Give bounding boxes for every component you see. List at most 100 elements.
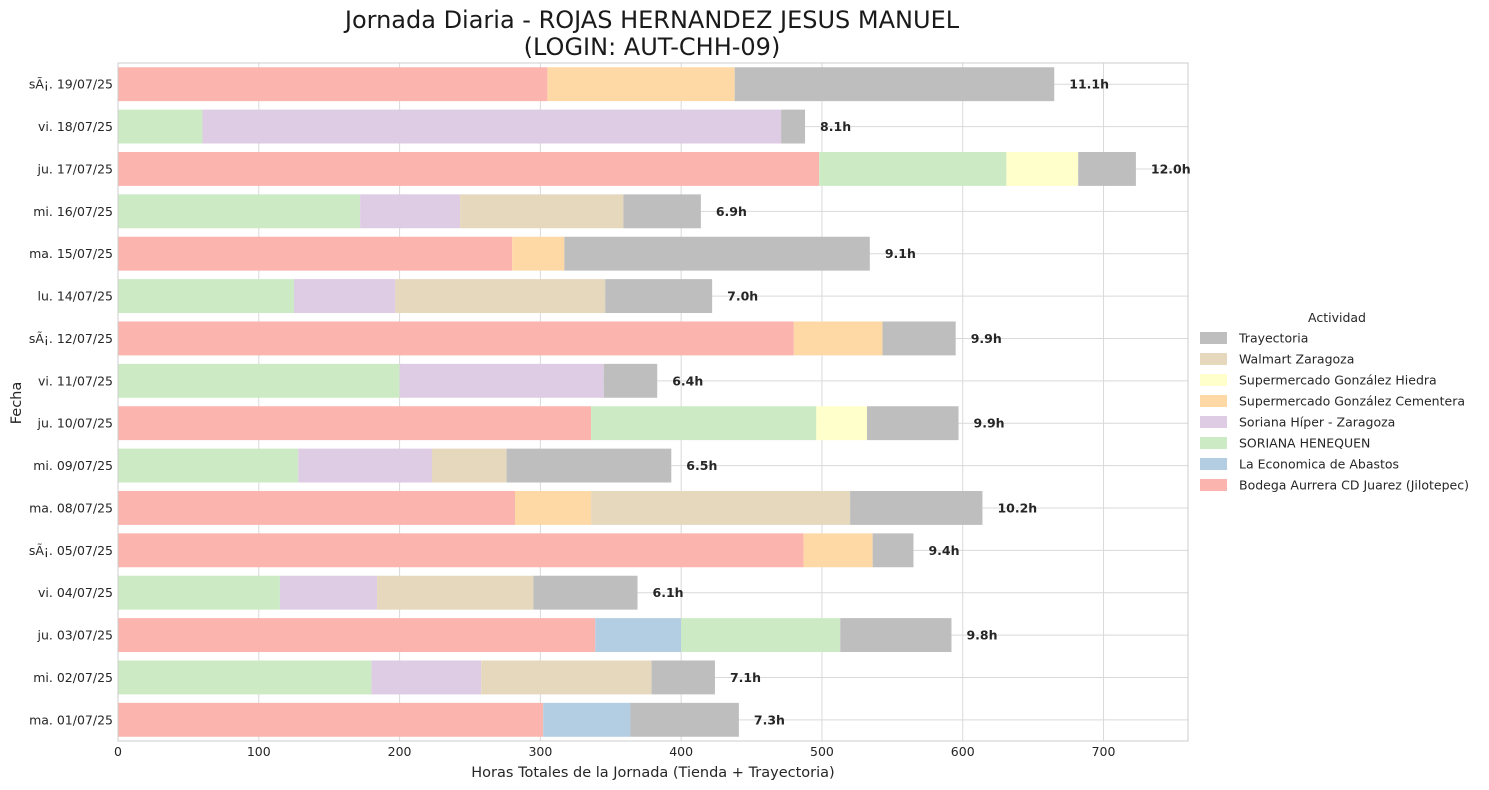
bar-segment — [533, 575, 638, 610]
legend-label: La Economica de Abastos — [1239, 457, 1399, 472]
y-tick-label: mi. 16/07/25 — [33, 204, 113, 219]
y-tick-label: vi. 04/07/25 — [38, 585, 113, 600]
bar-segment — [630, 702, 739, 737]
total-label: 12.0h — [1151, 161, 1191, 176]
bar-segment — [293, 279, 396, 314]
bar-segment — [118, 67, 548, 102]
y-tick-label: ma. 01/07/25 — [29, 712, 113, 727]
bar-segment — [279, 575, 378, 610]
legend-title: Actividad — [1308, 310, 1366, 325]
legend-swatch — [1200, 395, 1227, 407]
total-label: 11.1h — [1069, 77, 1109, 92]
bar-segment — [118, 660, 372, 695]
bar-segment — [595, 618, 682, 653]
total-label: 7.0h — [727, 289, 758, 304]
bar-segment — [591, 406, 817, 441]
x-tick-label: 100 — [247, 744, 271, 759]
bar-segment — [431, 448, 507, 483]
bar-segment — [118, 151, 820, 186]
legend-label: Soriana Híper - Zaragoza — [1239, 415, 1395, 430]
bar-segment — [118, 194, 361, 229]
legend-label: Supermercado González Hiedra — [1239, 373, 1437, 388]
bar-segment — [118, 448, 299, 483]
legend-swatch — [1200, 479, 1227, 491]
y-tick-label: mi. 09/07/25 — [33, 458, 113, 473]
legend-label: Supermercado González Cementera — [1239, 394, 1465, 409]
bar-segment — [118, 236, 513, 271]
bar-segment — [803, 533, 873, 568]
x-axis-ticks: 0 100 200 300 400 500 600 700 — [114, 744, 1115, 759]
legend-swatch — [1200, 437, 1227, 449]
bar-segment — [867, 406, 959, 441]
x-axis-label: Horas Totales de la Jornada (Tienda + Tr… — [471, 765, 834, 781]
bar-segment — [202, 109, 782, 144]
legend: Actividad Trayectoria Walmart Zaragoza Sup… — [1200, 310, 1469, 493]
bar-segment — [118, 321, 794, 356]
y-tick-label: mi. 02/07/25 — [33, 670, 113, 685]
legend-swatch — [1200, 374, 1227, 386]
y-tick-label: ma. 15/07/25 — [29, 246, 113, 261]
bar-segment — [515, 490, 592, 525]
total-label: 7.1h — [730, 670, 761, 685]
legend-swatch — [1200, 416, 1227, 428]
y-tick-label: ju. 10/07/25 — [37, 416, 113, 431]
bar-segment — [118, 533, 804, 568]
x-tick-label: 500 — [810, 744, 834, 759]
legend-label: SORIANA HENEQUEN — [1239, 436, 1370, 451]
bar-segment — [651, 660, 715, 695]
total-label: 9.4h — [928, 543, 959, 558]
bar-segment — [793, 321, 883, 356]
x-tick-label: 300 — [528, 744, 552, 759]
total-label: 9.8h — [966, 628, 997, 643]
legend-swatch — [1200, 458, 1227, 470]
bar-segment — [298, 448, 432, 483]
bar-segment — [734, 67, 1055, 102]
x-tick-label: 400 — [669, 744, 693, 759]
bar-segment — [1006, 151, 1079, 186]
bar-segment — [547, 67, 735, 102]
total-label: 8.1h — [820, 119, 851, 134]
bar-segment — [840, 618, 952, 653]
bar-segment — [118, 363, 400, 398]
bar-segment — [681, 618, 841, 653]
y-tick-label: ju. 03/07/25 — [37, 628, 113, 643]
plot-frame — [117, 62, 1189, 742]
bar-segment — [781, 109, 806, 144]
bar-segment — [819, 151, 1007, 186]
bar-segment — [118, 406, 592, 441]
x-tick-label: 600 — [951, 744, 975, 759]
chart-subtitle: (LOGIN: AUT-CHH-09) — [524, 33, 781, 61]
bar-segment — [371, 660, 482, 695]
total-label: 6.4h — [672, 373, 703, 388]
legend-label: Trayectoria — [1238, 331, 1308, 346]
bar-segment — [360, 194, 461, 229]
total-label: 6.5h — [686, 458, 717, 473]
y-tick-label: sÃ¡. 19/07/25 — [29, 77, 113, 92]
y-tick-label: ju. 17/07/25 — [37, 161, 113, 176]
legend-swatch — [1200, 332, 1227, 344]
total-label: 6.1h — [653, 585, 684, 600]
bar-segment — [399, 363, 604, 398]
bar-segment — [395, 279, 606, 314]
bar-segment — [377, 575, 534, 610]
bar-segment — [118, 618, 596, 653]
y-tick-label: sÃ¡. 12/07/25 — [29, 331, 113, 346]
bar-segment — [882, 321, 956, 356]
bar-segment — [623, 194, 701, 229]
y-tick-label: lu. 14/07/25 — [38, 289, 113, 304]
y-axis-label: Fecha — [9, 382, 25, 425]
y-axis-ticks: sÃ¡. 19/07/25 vi. 18/07/25 ju. 17/07/25 mi.… — [29, 77, 113, 728]
total-label: 9.9h — [971, 331, 1002, 346]
legend-swatch — [1200, 353, 1227, 365]
bar-segment — [481, 660, 652, 695]
y-tick-label: sÃ¡. 05/07/25 — [29, 543, 113, 558]
bar-segment — [506, 448, 672, 483]
total-label: 7.3h — [754, 712, 785, 727]
bar-segment — [816, 406, 867, 441]
y-tick-label: vi. 11/07/25 — [38, 373, 113, 388]
bar-segment — [118, 490, 516, 525]
x-tick-label: 200 — [388, 744, 412, 759]
total-label: 9.9h — [974, 416, 1005, 431]
bar-segment — [605, 279, 713, 314]
